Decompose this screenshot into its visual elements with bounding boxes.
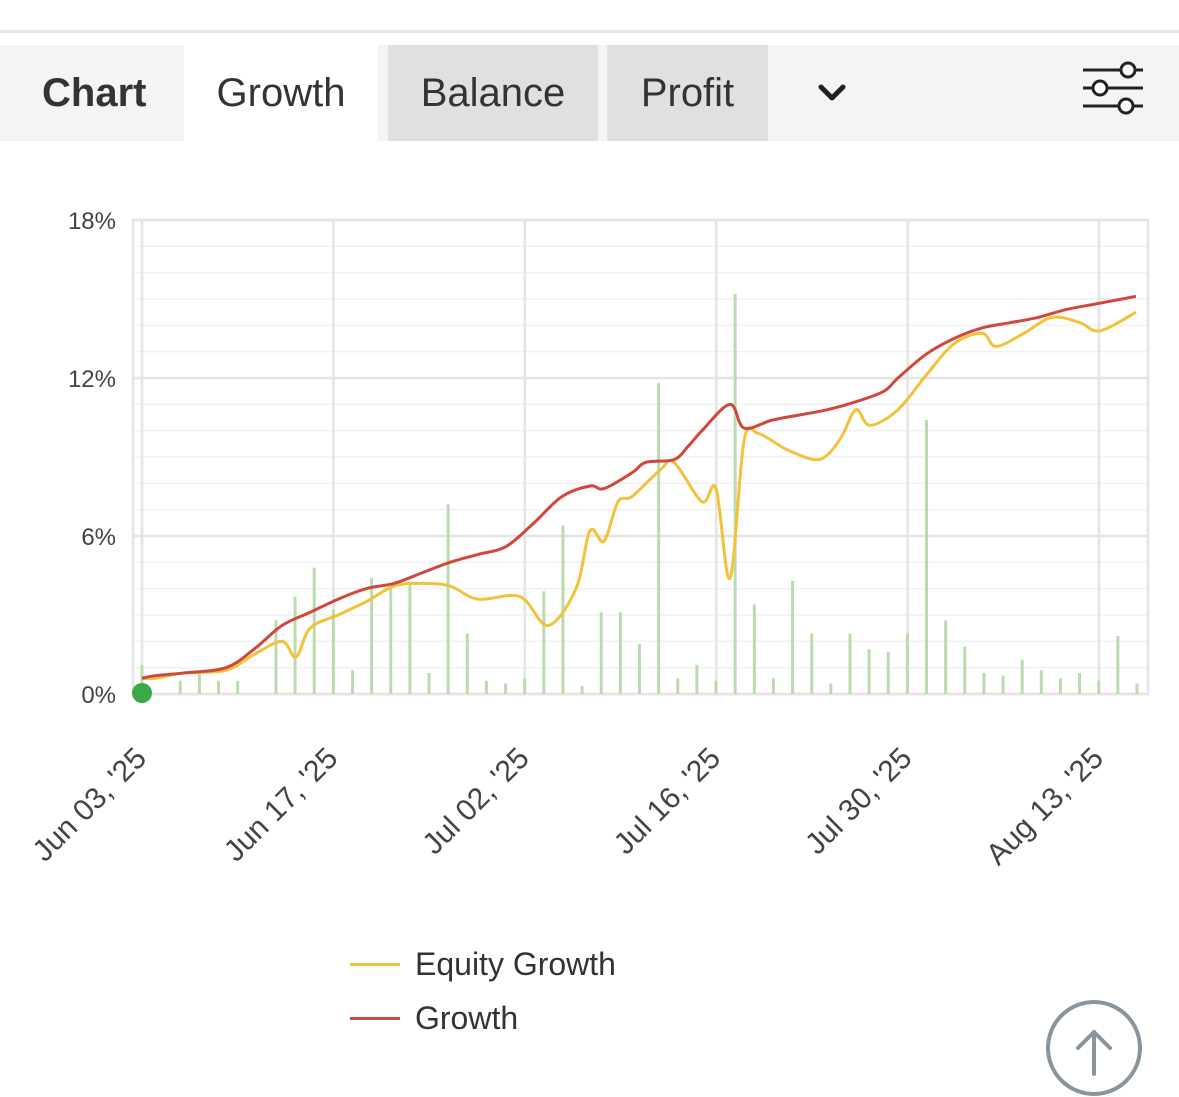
arrow-up-icon xyxy=(1076,1030,1112,1076)
daily-bar xyxy=(638,643,641,694)
legend-label: Equity Growth xyxy=(415,946,616,982)
chart-axes: 0% 6% 12% 18% Jun 03, '25 Jun 17, '25 Jul 02, … xyxy=(26,208,1109,872)
daily-bar xyxy=(389,588,393,694)
daily-bar xyxy=(771,678,775,694)
more-tabs-dropdown[interactable] xyxy=(808,69,856,117)
top-divider xyxy=(0,30,1179,33)
daily-bar xyxy=(580,686,584,694)
chart-lines xyxy=(132,294,1137,703)
daily-bars xyxy=(140,293,1139,694)
tab-balance[interactable]: Balance xyxy=(388,45,598,141)
chart-settings-button[interactable] xyxy=(1080,59,1146,125)
daily-bar xyxy=(848,633,852,694)
x-tick-label: Aug 13, '25 xyxy=(980,742,1110,872)
daily-bar xyxy=(484,680,488,694)
daily-bar xyxy=(542,591,546,694)
x-tick-label: Jul 16, '25 xyxy=(608,742,727,861)
daily-bar xyxy=(465,633,469,694)
daily-bar xyxy=(905,633,909,694)
daily-bar xyxy=(1001,675,1005,694)
daily-bar xyxy=(599,612,603,694)
daily-bar xyxy=(791,580,795,694)
daily-bar xyxy=(925,420,929,694)
daily-bar xyxy=(1078,672,1082,694)
chart-tab-bar: Chart Growth Balance Profit xyxy=(0,45,1179,141)
daily-bar xyxy=(504,683,508,694)
daily-bar xyxy=(197,670,201,694)
daily-bar xyxy=(408,583,412,694)
x-tick-label: Jun 03, '25 xyxy=(26,742,152,868)
legend-swatch-growth xyxy=(350,1017,400,1020)
daily-bar xyxy=(657,383,661,694)
start-point-marker xyxy=(132,683,152,703)
equity-growth-line xyxy=(141,310,1137,681)
daily-bar xyxy=(331,609,335,694)
daily-bar xyxy=(350,670,354,694)
growth-line xyxy=(141,294,1137,680)
daily-bar xyxy=(676,678,680,694)
daily-bar xyxy=(829,683,833,694)
daily-bar xyxy=(733,293,737,694)
chart-section-title: Chart xyxy=(42,71,147,115)
tab-growth[interactable]: Growth xyxy=(184,45,378,141)
daily-bar xyxy=(427,672,431,694)
x-tick-label: Jul 02, '25 xyxy=(416,742,535,861)
daily-bar xyxy=(886,651,890,694)
daily-bar xyxy=(1020,659,1024,694)
daily-bar xyxy=(963,646,967,694)
daily-bar xyxy=(312,567,316,694)
scroll-to-top-button[interactable] xyxy=(1046,1000,1142,1096)
daily-bar xyxy=(1135,683,1139,694)
daily-bar xyxy=(236,680,240,694)
daily-bar xyxy=(944,620,948,694)
sliders-icon xyxy=(1083,61,1143,115)
legend-label: Growth xyxy=(415,1000,519,1036)
y-tick-label: 6% xyxy=(81,524,116,551)
tab-profit[interactable]: Profit xyxy=(607,45,768,141)
daily-bar xyxy=(217,680,221,694)
daily-bar xyxy=(293,596,297,694)
chevron-down-icon xyxy=(818,84,846,101)
x-tick-label: Jun 17, '25 xyxy=(218,742,344,868)
growth-chart: 0% 6% 12% 18% Jun 03, '25 Jun 17, '25 Jul 02, … xyxy=(26,208,1150,872)
daily-bar xyxy=(523,678,527,694)
y-tick-label: 0% xyxy=(81,682,116,709)
daily-bar xyxy=(695,665,699,694)
daily-bar xyxy=(982,672,986,694)
daily-bar xyxy=(1058,678,1062,694)
daily-bar xyxy=(1116,636,1120,694)
daily-bar xyxy=(1097,680,1101,694)
daily-bar xyxy=(810,633,814,694)
daily-bar xyxy=(1039,670,1043,694)
y-tick-label: 12% xyxy=(68,366,116,393)
legend-swatch-equity xyxy=(350,963,400,966)
daily-bar xyxy=(370,578,374,694)
daily-bar xyxy=(752,604,756,694)
daily-bar xyxy=(714,680,718,694)
x-tick-label: Jul 30, '25 xyxy=(799,742,918,861)
daily-bar xyxy=(618,612,622,694)
daily-bar xyxy=(274,620,278,694)
y-tick-label: 18% xyxy=(68,208,116,235)
daily-bar xyxy=(561,525,565,694)
daily-bar xyxy=(867,649,871,694)
daily-bar xyxy=(446,504,450,694)
daily-bar xyxy=(178,680,182,694)
